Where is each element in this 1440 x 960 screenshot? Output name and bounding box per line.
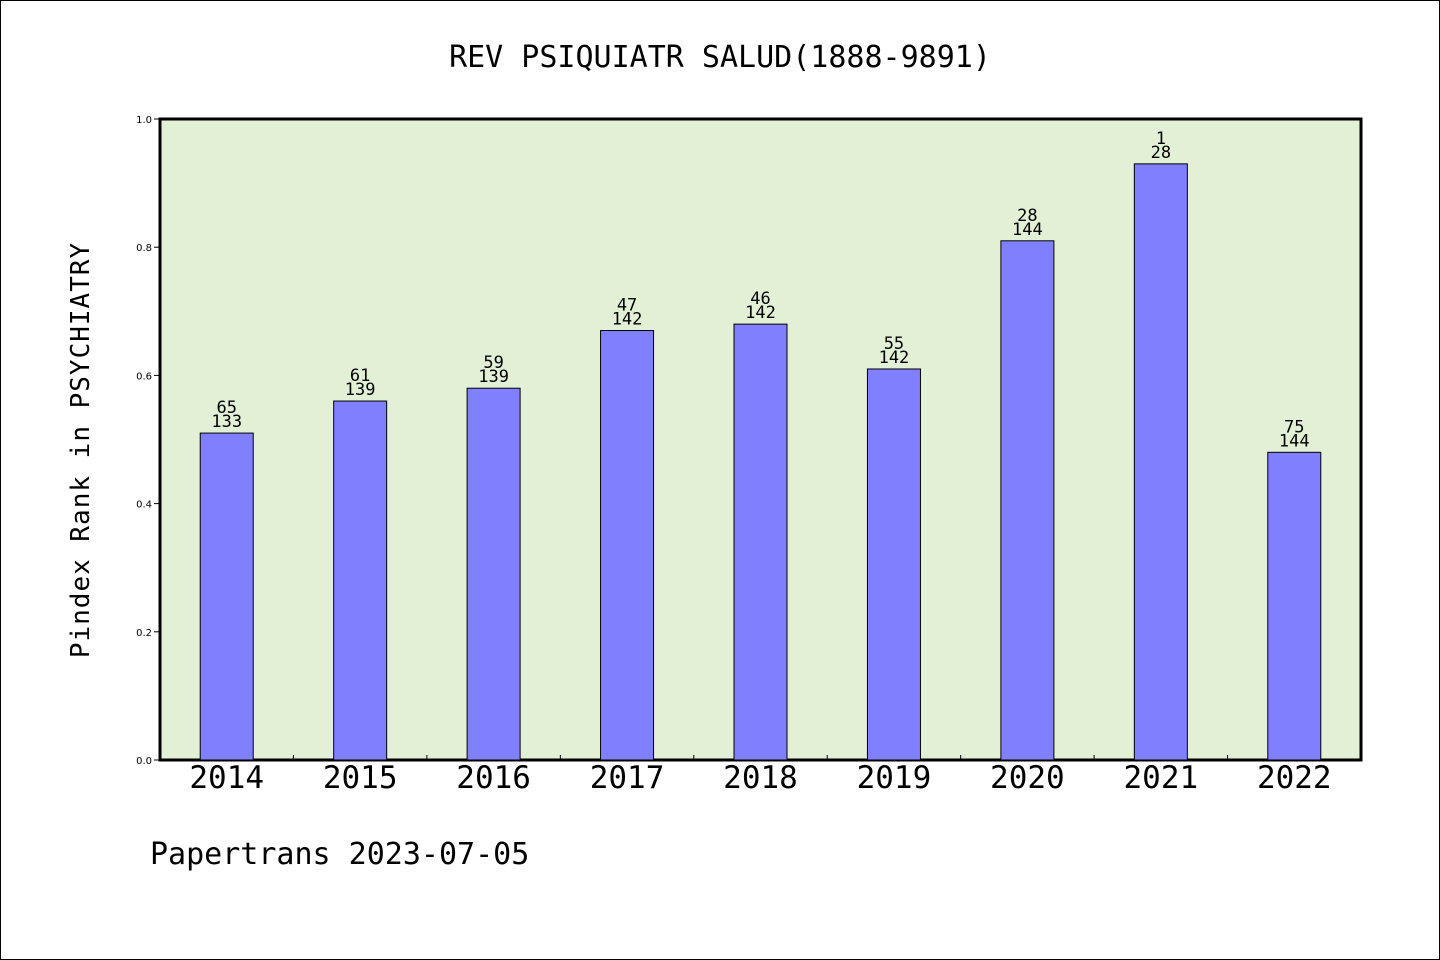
x-tick-label: 2016 [456, 760, 531, 796]
total-label: 144 [1012, 220, 1043, 240]
rank-label: 28 [1017, 206, 1037, 226]
rank-label: 1 [1156, 129, 1166, 149]
bar-2016 [466, 387, 521, 761]
total-label: 139 [478, 367, 509, 387]
x-tick-label: 2021 [1124, 760, 1199, 796]
bar-2021 [1133, 163, 1188, 761]
total-label: 28 [1151, 143, 1171, 163]
footer-credit: Papertrans 2023-07-05 [150, 837, 529, 872]
data-labels: 6513361139591394714246142551422814412875… [211, 129, 1309, 451]
bar-2015 [333, 400, 388, 761]
total-label: 142 [612, 310, 643, 330]
x-tick-label: 2015 [323, 760, 398, 796]
y-tick-label: 1.0 [136, 115, 152, 126]
bar-2019 [866, 368, 921, 761]
x-tick-label: 2019 [857, 760, 932, 796]
y-tick-label: 0.6 [136, 371, 152, 382]
x-tick-label: 2022 [1257, 760, 1332, 796]
rank-label: 55 [884, 334, 904, 354]
y-axis: 0.0 0.2 0.4 0.6 0.8 1.0 [136, 115, 160, 767]
y-tick-label: 0.4 [136, 500, 152, 511]
y-tick-label: 0.0 [136, 756, 152, 767]
total-label: 144 [1279, 431, 1310, 451]
bar-2014 [199, 432, 254, 761]
x-tick-label: 2018 [723, 760, 798, 796]
total-label: 142 [879, 348, 910, 368]
x-axis: 2014 2015 2016 2017 2018 2019 2020 2021 2022 [189, 755, 1332, 796]
x-tick-label: 2017 [590, 760, 665, 796]
bars [199, 163, 1322, 761]
total-label: 133 [211, 412, 242, 432]
chart-title: REV PSIQUIATR SALUD(1888-9891) [449, 40, 991, 75]
rank-label: 65 [216, 398, 236, 418]
total-label: 142 [745, 303, 776, 323]
total-label: 139 [345, 380, 376, 400]
bar-2022 [1267, 451, 1322, 761]
rank-label: 46 [750, 289, 770, 309]
y-tick-label: 0.2 [136, 628, 152, 639]
bar-2020 [1000, 240, 1055, 761]
x-tick-label: 2020 [990, 760, 1065, 796]
y-axis-label: Pindex Rank in PSYCHIATRY [66, 242, 96, 658]
rank-label: 61 [350, 366, 370, 386]
x-tick-label: 2014 [189, 760, 264, 796]
rank-label: 47 [617, 296, 637, 316]
y-tick-label: 0.8 [136, 243, 152, 254]
rank-label: 75 [1284, 417, 1304, 437]
rank-label: 59 [483, 353, 503, 373]
bar-2017 [600, 330, 655, 761]
bar-2018 [733, 323, 788, 761]
